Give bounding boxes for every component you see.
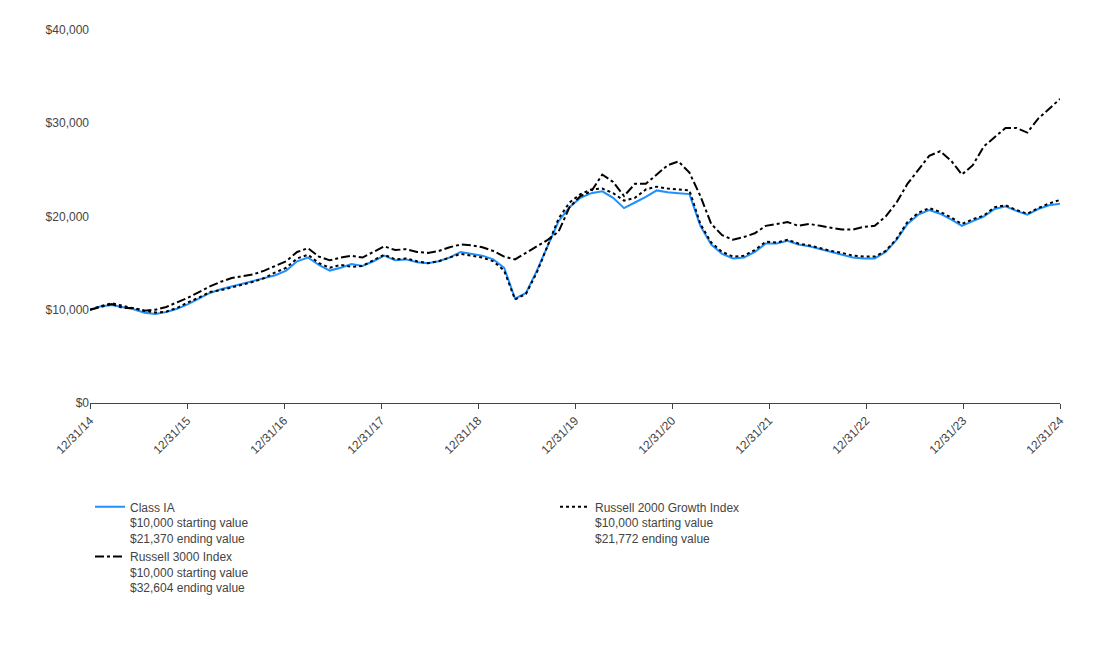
svg-text:12/31/16: 12/31/16 [247, 414, 290, 457]
svg-text:12/31/15: 12/31/15 [150, 414, 193, 457]
svg-text:12/31/20: 12/31/20 [635, 414, 678, 457]
svg-text:12/31/17: 12/31/17 [344, 414, 387, 457]
svg-text:$0: $0 [76, 396, 90, 410]
svg-text:12/31/14: 12/31/14 [53, 414, 96, 457]
svg-text:12/31/23: 12/31/23 [926, 414, 969, 457]
svg-text:12/31/18: 12/31/18 [441, 414, 484, 457]
svg-text:12/31/19: 12/31/19 [538, 414, 581, 457]
svg-text:$40,000: $40,000 [46, 23, 90, 37]
svg-text:Russell 3000 Index$10,000 star: Russell 3000 Index$10,000 starting value… [130, 550, 248, 595]
svg-text:$30,000: $30,000 [46, 116, 90, 130]
svg-text:$20,000: $20,000 [46, 210, 90, 224]
svg-text:12/31/24: 12/31/24 [1023, 414, 1066, 457]
svg-text:Russell 2000 Growth Index$10,0: Russell 2000 Growth Index$10,000 startin… [595, 501, 739, 546]
svg-text:12/31/22: 12/31/22 [829, 414, 872, 457]
svg-text:$10,000: $10,000 [46, 303, 90, 317]
svg-text:Class IA$10,000 starting value: Class IA$10,000 starting value$21,370 en… [130, 501, 248, 546]
svg-text:12/31/21: 12/31/21 [732, 414, 775, 457]
